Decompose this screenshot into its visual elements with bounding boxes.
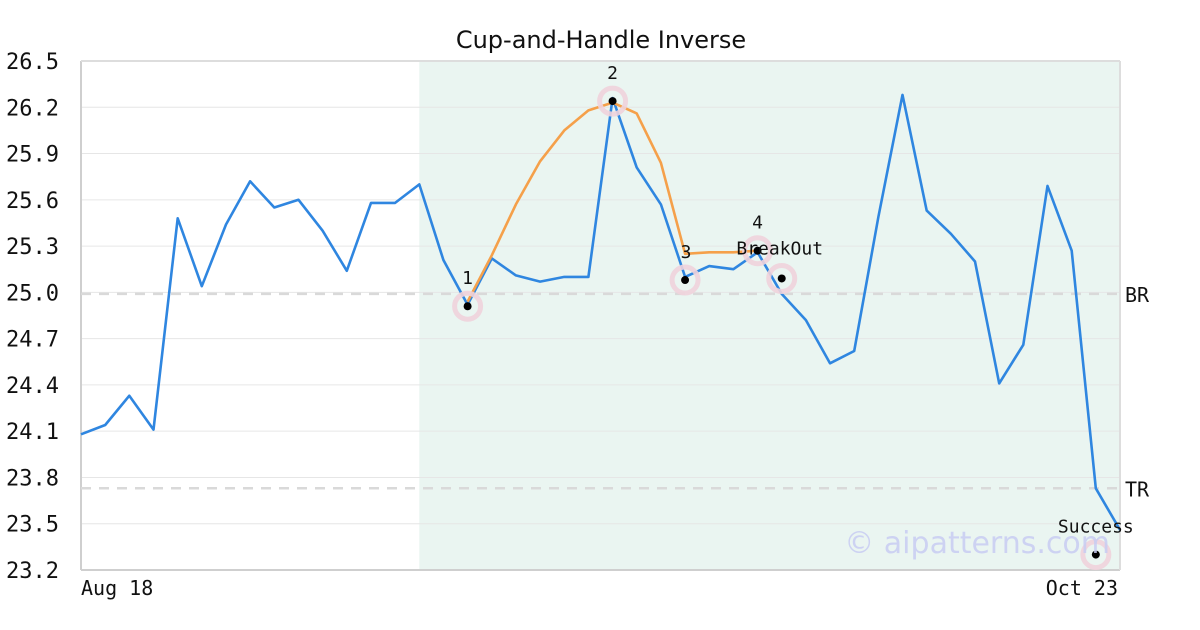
pattern-point-4 (742, 235, 774, 267)
pattern-point-success (1080, 539, 1112, 571)
pattern-point-3 (669, 264, 701, 296)
point-label: 4 (752, 213, 763, 234)
point-halo (742, 235, 774, 267)
point-marker (608, 97, 617, 106)
y-tick-label: 25.3 (6, 235, 59, 260)
reference-label-tr: TR (1125, 477, 1150, 501)
y-tick-label: 23.5 (6, 513, 59, 538)
point-halo (669, 264, 701, 296)
y-tick-label: 24.1 (6, 420, 59, 445)
point-halo (452, 290, 484, 322)
chart-title: Cup-and-Handle Inverse (456, 26, 746, 54)
y-tick-label: 26.2 (6, 96, 59, 121)
point-halo (597, 85, 629, 117)
watermark: © aipatterns.com (844, 526, 1110, 561)
point-label: 1 (462, 268, 473, 289)
point-marker (777, 274, 786, 283)
y-tick-label: 23.8 (6, 466, 59, 491)
y-tick-label: 25.9 (6, 143, 59, 168)
point-label: Success (1058, 517, 1134, 538)
y-tick-label: 24.4 (6, 374, 59, 399)
point-halo (766, 262, 798, 294)
x-tick-label-end: Oct 23 (1046, 576, 1118, 600)
y-tick-label: 25.0 (6, 281, 59, 306)
pattern-region (419, 61, 1121, 570)
price-line (80, 93, 1122, 531)
y-tick-label: 24.7 (6, 328, 59, 353)
y-tick-label: 23.2 (6, 559, 59, 584)
point-marker (1091, 550, 1100, 559)
y-tick-label: 25.6 (6, 189, 59, 214)
point-label: 2 (607, 63, 618, 84)
point-marker (753, 246, 762, 255)
reference-label-br: BR (1125, 283, 1150, 307)
point-marker (681, 276, 690, 285)
pattern-point-breakout (766, 262, 798, 294)
pattern-point-2 (597, 85, 629, 117)
point-label: 3 (681, 242, 692, 263)
point-halo (1080, 539, 1112, 571)
pattern-point-1 (452, 290, 484, 322)
x-tick-label-start: Aug 18 (81, 576, 153, 600)
y-tick-label: 26.5 (6, 50, 59, 75)
point-label: BreakOut (736, 238, 823, 259)
point-marker (463, 302, 472, 311)
